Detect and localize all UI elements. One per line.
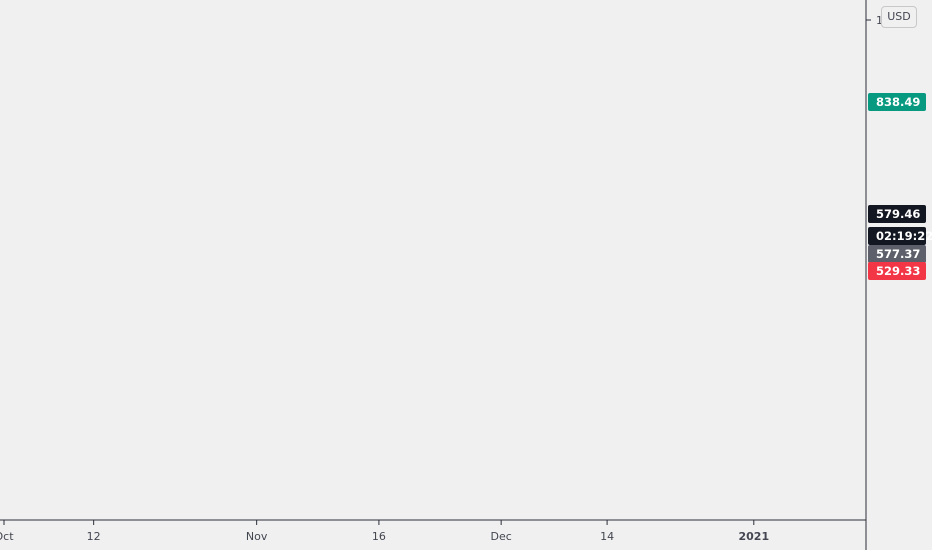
price-tag-last-price: 579.46 — [868, 205, 926, 223]
price-tag-label: 529.33 — [876, 264, 920, 278]
time-tick-label: Nov — [246, 530, 268, 543]
price-tag-label: 577.37 — [876, 247, 920, 261]
price-tag-stop: 529.33 — [868, 262, 926, 280]
plot-area[interactable] — [0, 0, 866, 520]
currency-button[interactable]: USD — [881, 6, 917, 28]
price-tag-box — [868, 245, 926, 263]
time-tick-label: Dec — [491, 530, 512, 543]
time-tick-label: 14 — [600, 530, 614, 543]
price-tag-label: 02:19:22 — [876, 229, 932, 243]
price-tag-countdown: 02:19:22 — [868, 227, 932, 245]
price-tag-box — [868, 93, 926, 111]
price-tag-box — [868, 227, 926, 245]
price-tag-label: 579.46 — [876, 207, 920, 221]
price-tag-box — [868, 262, 926, 280]
price-tag-box — [868, 205, 926, 223]
time-tick-label: 12 — [87, 530, 101, 543]
time-tick-label: Oct — [0, 530, 14, 543]
price-tag-entry: 577.37 — [868, 245, 926, 263]
price-tick-label: 1 — [876, 14, 883, 27]
price-tag-label: 838.49 — [876, 95, 920, 109]
price-tag-target: 838.49 — [868, 93, 926, 111]
time-tick-label: 16 — [372, 530, 386, 543]
time-tick-label: 2021 — [738, 530, 769, 543]
